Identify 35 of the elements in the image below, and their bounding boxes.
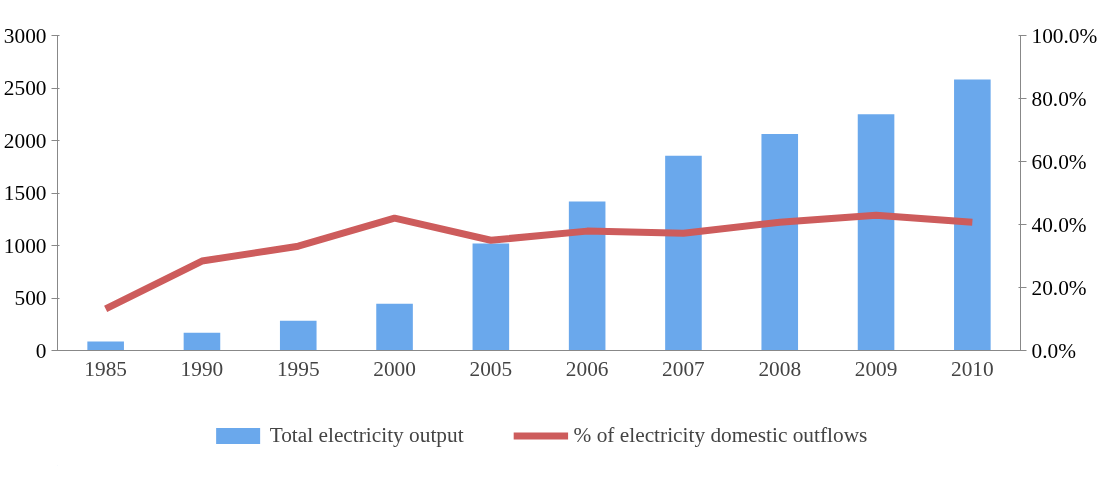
x-tick-label: 2007 bbox=[662, 356, 706, 381]
y2-tick-label: 20.0% bbox=[1031, 275, 1087, 300]
x-tick-label: 1995 bbox=[276, 356, 320, 381]
x-tick-label: 2005 bbox=[469, 356, 513, 381]
bar bbox=[857, 114, 895, 351]
y2-tick-label: 40.0% bbox=[1031, 212, 1087, 237]
legend-label: % of electricity domestic outflows bbox=[573, 422, 868, 448]
bar bbox=[183, 332, 221, 351]
x-tick-label: 1990 bbox=[180, 356, 224, 381]
bar bbox=[954, 79, 991, 351]
y-tick-label: 1500 bbox=[3, 181, 47, 205]
x-tick-label: 2000 bbox=[373, 356, 416, 381]
bar bbox=[87, 341, 124, 351]
x-tick-label: 2010 bbox=[951, 356, 994, 381]
x-tick-label: 1985 bbox=[84, 356, 127, 381]
y-tick-label: 1000 bbox=[3, 233, 47, 258]
y-tick-label: 0 bbox=[35, 338, 47, 363]
x-tick-label: 2009 bbox=[854, 356, 898, 381]
x-tick-label: 2008 bbox=[758, 356, 802, 381]
y2-tick-label: 60.0% bbox=[1031, 149, 1087, 174]
y2-tick-label: 0.0% bbox=[1031, 338, 1077, 363]
y-tick-label: 2500 bbox=[3, 76, 47, 100]
y2-tick-label: 100.0% bbox=[1031, 23, 1098, 48]
bar bbox=[568, 201, 606, 351]
y2-tick-label: 80.0% bbox=[1031, 86, 1087, 111]
x-tick-label: 2006 bbox=[565, 356, 609, 381]
legend-label: Total electricity output bbox=[269, 422, 464, 448]
y-tick-label: 500 bbox=[14, 286, 47, 310]
bar bbox=[279, 320, 317, 351]
bar bbox=[376, 303, 413, 351]
bar bbox=[472, 243, 510, 351]
y-tick-label: 3000 bbox=[3, 23, 47, 48]
bar bbox=[665, 155, 702, 351]
bar bbox=[761, 133, 799, 351]
y-tick-label: 2000 bbox=[3, 128, 47, 153]
